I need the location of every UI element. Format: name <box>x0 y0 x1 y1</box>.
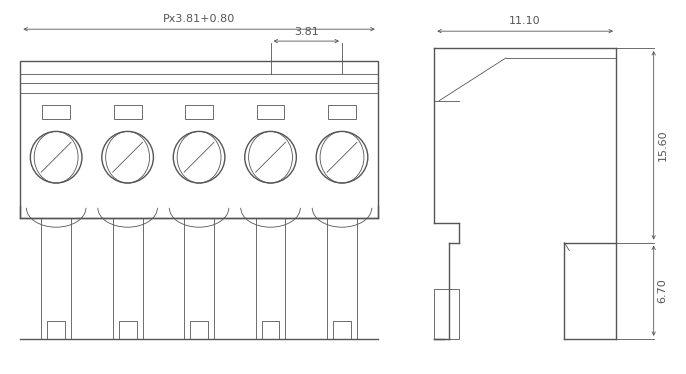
Bar <box>184 218 214 339</box>
Bar <box>327 218 357 339</box>
Bar <box>21 61 378 218</box>
Bar <box>47 321 65 339</box>
Bar <box>256 218 285 339</box>
Bar <box>434 289 459 339</box>
Bar <box>261 321 279 339</box>
Bar <box>113 218 143 339</box>
Text: 6.70: 6.70 <box>658 278 667 303</box>
Bar <box>41 218 71 339</box>
Text: 15.60: 15.60 <box>658 129 667 161</box>
Bar <box>328 105 356 119</box>
Bar <box>257 105 285 119</box>
Bar <box>114 105 141 119</box>
Bar <box>43 105 70 119</box>
Text: 3.81: 3.81 <box>294 27 319 37</box>
Bar <box>190 321 208 339</box>
Bar <box>333 321 351 339</box>
Bar <box>119 321 137 339</box>
Bar <box>185 105 213 119</box>
Text: 11.10: 11.10 <box>509 16 541 26</box>
Text: Px3.81+0.80: Px3.81+0.80 <box>163 14 235 24</box>
